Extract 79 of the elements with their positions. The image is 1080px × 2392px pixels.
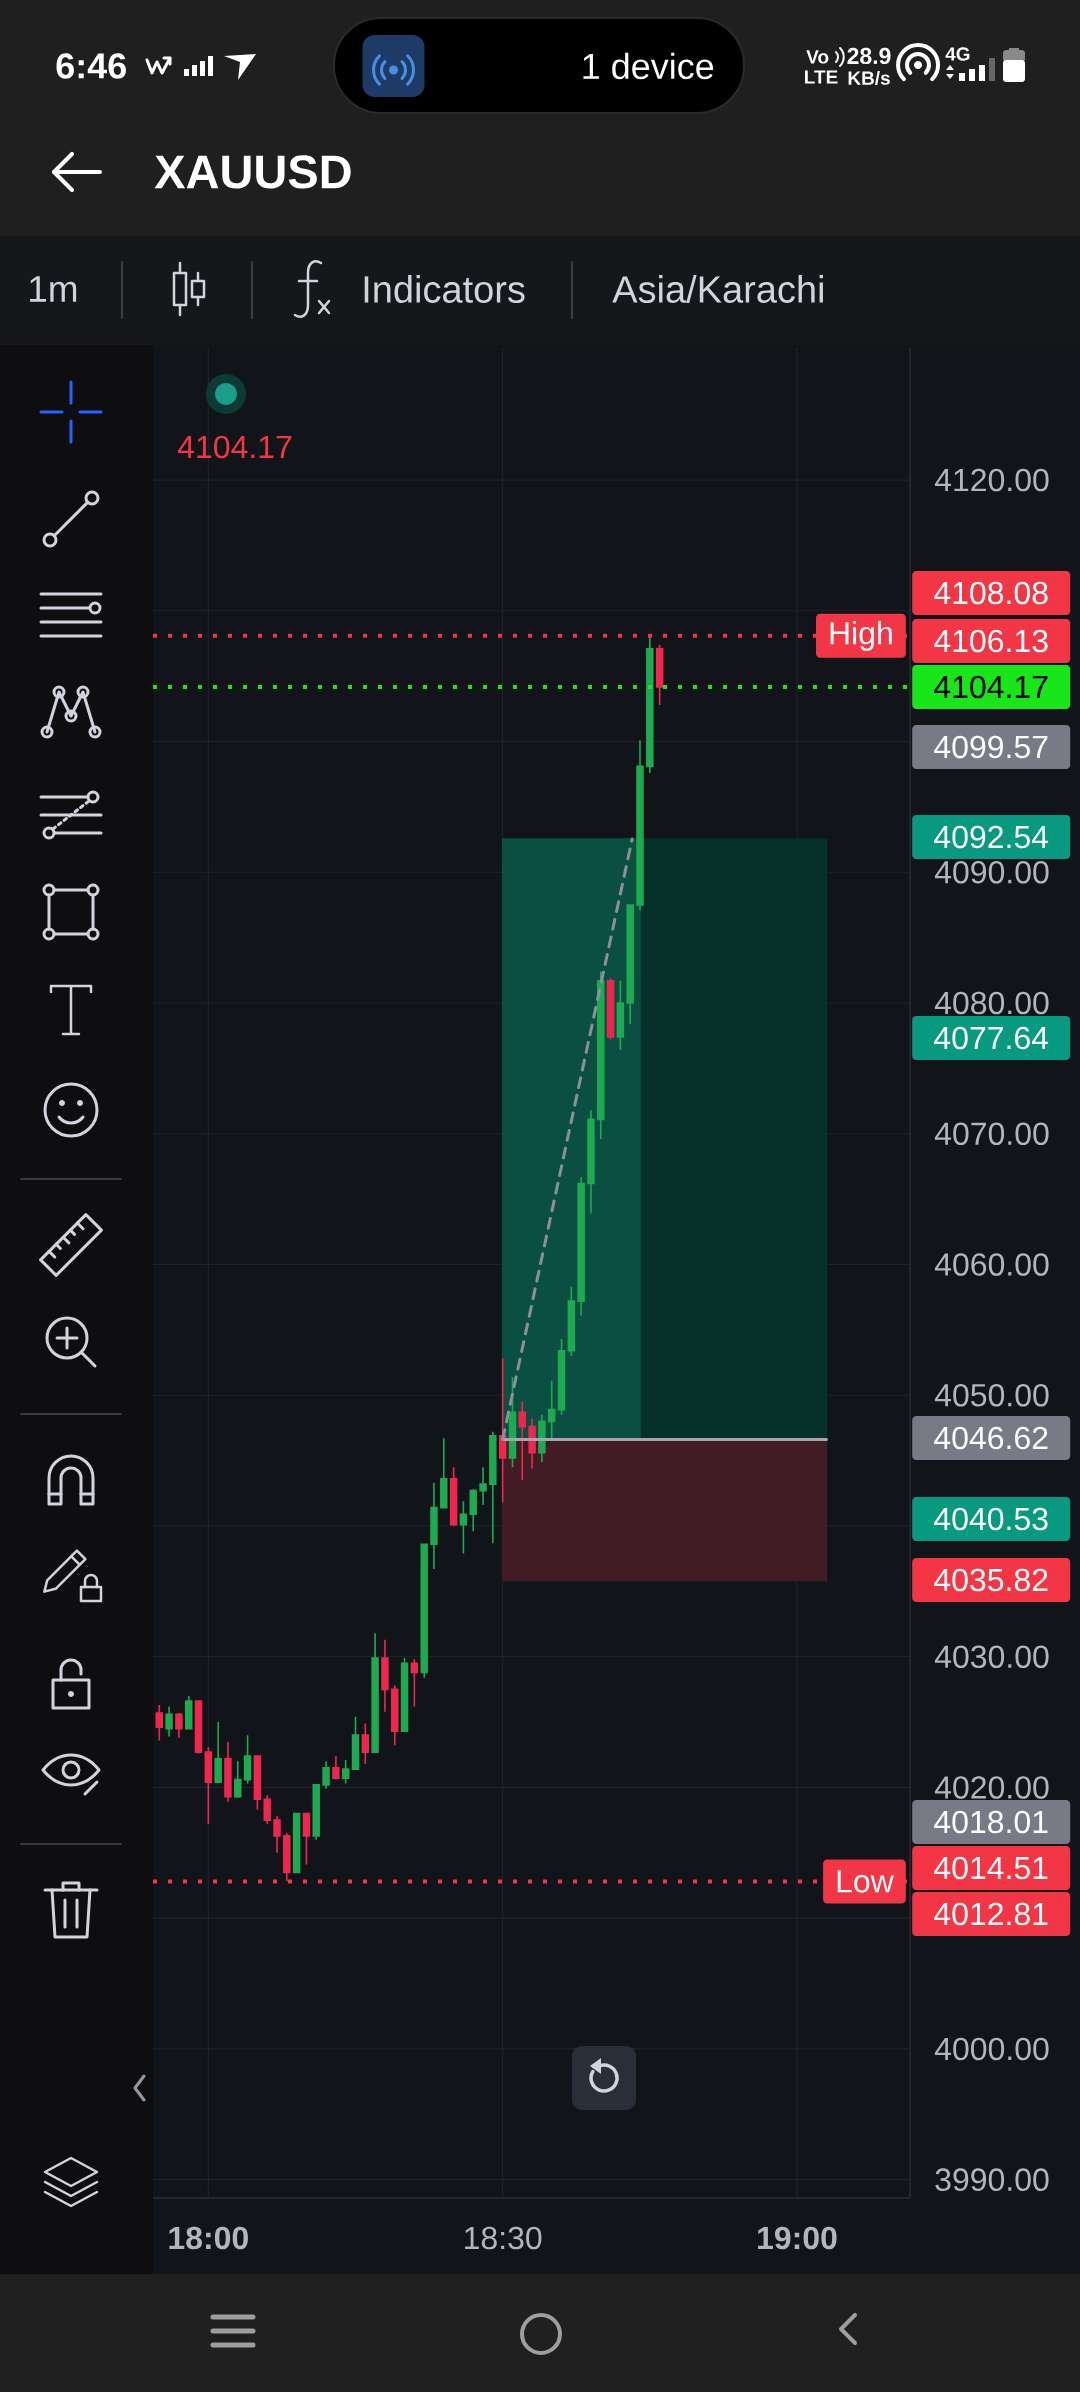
y-tick-label: 3990.00 — [935, 2168, 1049, 2192]
text: 4018.01 — [934, 1810, 1048, 1834]
candlestick — [175, 1712, 183, 1739]
candlestick — [263, 1794, 271, 1825]
y-tick-label: 4070.00 — [934, 1122, 1049, 1146]
candlestick — [449, 1466, 458, 1527]
candlestick — [292, 1812, 301, 1874]
candlestick — [332, 1755, 340, 1781]
candlestick — [391, 1684, 399, 1747]
chart-title: XAUUSD — [154, 155, 351, 189]
candlestick — [626, 904, 634, 1025]
y-tick-label: 4030.00 — [934, 1645, 1049, 1669]
candlestick — [194, 1700, 203, 1755]
candlestick — [430, 1482, 438, 1570]
text: 4014.51 — [934, 1856, 1048, 1880]
candlestick — [185, 1695, 193, 1730]
text: 4092.54 — [934, 825, 1049, 849]
x-tick-label: 19:00 — [758, 2226, 837, 2250]
x-tick-label: 18:00 — [169, 2226, 248, 2250]
candlestick — [518, 1400, 526, 1482]
text: Asia/Karachi — [612, 275, 823, 303]
text: 1m — [30, 276, 77, 302]
y-tick-label: 4060.00 — [934, 1253, 1049, 1276]
text: 4G — [945, 47, 970, 61]
text: 4104.17 — [934, 675, 1048, 699]
candlestick — [479, 1466, 487, 1506]
y-tick-label: 4120.00 — [934, 468, 1049, 492]
candlestick — [636, 739, 644, 911]
text: 4077.64 — [934, 1026, 1049, 1050]
y-tick-label: 4080.00 — [934, 991, 1049, 1015]
candlestick — [587, 1109, 595, 1215]
candlestick — [224, 1740, 232, 1803]
candlestick — [567, 1285, 576, 1357]
y-tick-label: 4090.00 — [934, 860, 1049, 884]
candlestick — [273, 1815, 281, 1854]
text: 4099.57 — [934, 735, 1048, 759]
candlestick — [538, 1414, 546, 1463]
text: 4040.53 — [934, 1507, 1048, 1531]
text: 1 device — [583, 52, 714, 80]
text: LTE — [805, 70, 838, 84]
text: 6:46 — [56, 53, 126, 79]
candlestick — [469, 1488, 477, 1532]
candlestick — [322, 1760, 330, 1790]
text: 4108.08 — [934, 581, 1048, 605]
ref-line-label: Low — [837, 1870, 894, 1893]
text: Vo — [806, 50, 829, 64]
candlestick — [155, 1704, 164, 1742]
text: 28.9 — [847, 47, 891, 65]
candlestick — [489, 1431, 497, 1544]
candlestick — [400, 1657, 409, 1733]
text: KB/s — [848, 70, 890, 86]
candlestick — [371, 1632, 379, 1753]
y-tick-label: 4020.00 — [934, 1776, 1049, 1799]
candlestick — [253, 1755, 262, 1811]
candlestick — [440, 1437, 448, 1509]
candlestick — [283, 1832, 291, 1883]
text: 4106.13 — [934, 629, 1048, 653]
candlestick — [351, 1716, 360, 1770]
candlestick — [214, 1721, 222, 1784]
text: Indicators — [364, 275, 525, 303]
text: 4012.81 — [934, 1902, 1048, 1926]
candlestick — [577, 1176, 585, 1317]
candlestick — [655, 643, 664, 706]
x-tick-label: 18:30 — [465, 2226, 542, 2250]
candlestick — [646, 635, 654, 774]
candlestick — [420, 1543, 428, 1679]
candlestick — [597, 970, 605, 1140]
y-tick-label: 4050.00 — [934, 1383, 1049, 1407]
candlestick — [606, 977, 615, 1041]
candlestick — [165, 1705, 173, 1738]
annotation: 4104.17 — [177, 435, 292, 459]
candlestick — [557, 1338, 566, 1416]
text: 4035.82 — [934, 1568, 1048, 1592]
y-tick-label: 4000.00 — [934, 2037, 1049, 2061]
candlestick — [234, 1760, 242, 1799]
candlestick — [312, 1784, 320, 1841]
candlestick — [381, 1638, 389, 1713]
ref-line-label: High — [830, 620, 892, 651]
text: 4046.62 — [934, 1426, 1048, 1450]
